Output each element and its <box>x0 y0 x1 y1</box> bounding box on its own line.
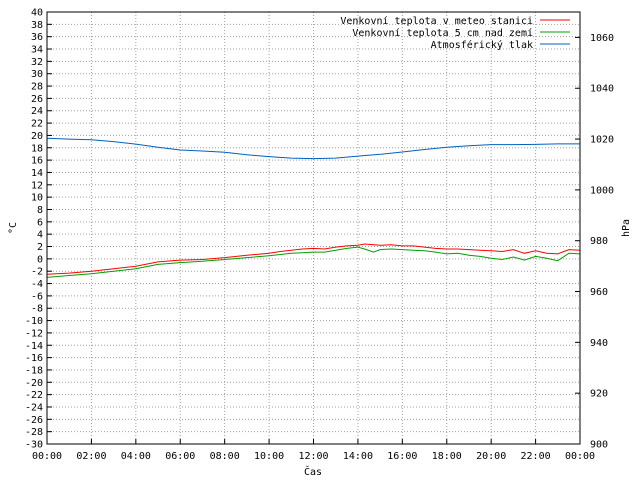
y-tick-label: 30 <box>31 69 43 80</box>
y-tick-label: -12 <box>25 328 43 339</box>
legend-label-ground-temp: Venkovní teplota 5 cm nad zemí <box>352 27 533 39</box>
y2-tick-label: 1060 <box>590 33 614 44</box>
y-tick-label: -30 <box>25 440 43 451</box>
y-tick-label: -14 <box>25 341 43 352</box>
y-tick-label: -8 <box>31 304 43 315</box>
y-tick-label: -28 <box>25 427 43 438</box>
y-tick-label: 40 <box>31 8 43 19</box>
y-tick-label: -18 <box>25 365 43 376</box>
y-tick-label: 8 <box>37 205 43 216</box>
x-tick-label: 08:00 <box>210 451 240 462</box>
y-tick-label: 12 <box>31 180 43 191</box>
x-tick-label: 16:00 <box>387 451 417 462</box>
y-tick-label: 6 <box>37 217 43 228</box>
y-tick-label: -10 <box>25 316 43 327</box>
y-tick-label: -20 <box>25 378 43 389</box>
series-line-ground-temp <box>46 246 581 278</box>
y-tick-label: 16 <box>31 156 43 167</box>
x-tick-label: 14:00 <box>343 451 373 462</box>
y-tick-label: -2 <box>31 267 43 278</box>
legend-label-pressure: Atmosférický tlak <box>431 39 533 51</box>
y-tick-label: -22 <box>25 390 43 401</box>
y-tick-label: 14 <box>31 168 43 179</box>
legend-label-station-temp: Venkovní teplota v meteo stanici <box>340 15 533 27</box>
y-tick-label: 18 <box>31 143 43 154</box>
y-tick-label: 22 <box>31 119 43 130</box>
x-axis-label: Čas <box>304 465 322 478</box>
x-tick-label: 04:00 <box>121 451 151 462</box>
y-tick-label: -16 <box>25 353 43 364</box>
tick-labels: -30-28-26-24-22-20-18-16-14-12-10-8-6-4-… <box>25 8 614 463</box>
y2-tick-label: 1000 <box>590 185 614 196</box>
x-tick-label: 00:00 <box>32 451 62 462</box>
y2-tick-label: 920 <box>590 389 608 400</box>
y-tick-label: 38 <box>31 20 43 31</box>
x-tick-label: 18:00 <box>432 451 462 462</box>
y-tick-label: 0 <box>37 254 43 265</box>
x-tick-label: 06:00 <box>165 451 195 462</box>
series-lines <box>46 137 581 278</box>
y-tick-label: 20 <box>31 131 43 142</box>
y-tick-label: -6 <box>31 291 43 302</box>
y-tick-label: 34 <box>31 45 43 56</box>
x-tick-label: 22:00 <box>521 451 551 462</box>
y-tick-label: -26 <box>25 415 43 426</box>
y-axis-label: °C <box>8 222 19 234</box>
series-line-station-temp <box>46 243 581 275</box>
y2-tick-label: 1020 <box>590 135 614 146</box>
y-tick-label: -4 <box>31 279 43 290</box>
y-tick-label: 10 <box>31 193 43 204</box>
y-tick-label: 4 <box>37 230 43 241</box>
legend: Venkovní teplota v meteo stanici Venkovn… <box>340 15 570 51</box>
x-tick-label: 00:00 <box>565 451 595 462</box>
y-tick-label: 26 <box>31 94 43 105</box>
y2-tick-label: 900 <box>590 440 608 451</box>
x-tick-label: 20:00 <box>476 451 506 462</box>
y-tick-label: 36 <box>31 32 43 43</box>
y-tick-label: 32 <box>31 57 43 68</box>
y-tick-label: 24 <box>31 106 43 117</box>
y-tick-label: 2 <box>37 242 43 253</box>
y2-tick-label: 940 <box>590 338 608 349</box>
y2-tick-label: 980 <box>590 236 608 247</box>
axis-ticks <box>46 11 581 445</box>
x-tick-label: 02:00 <box>76 451 106 462</box>
x-tick-label: 12:00 <box>298 451 328 462</box>
y2-tick-label: 1040 <box>590 84 614 95</box>
y2-axis-label: hPa <box>621 219 632 237</box>
series-line-pressure <box>46 137 580 160</box>
grid-lines <box>46 11 581 445</box>
y-tick-label: 28 <box>31 82 43 93</box>
y2-tick-label: 960 <box>590 287 608 298</box>
x-tick-label: 10:00 <box>254 451 284 462</box>
y-tick-label: -24 <box>25 402 43 413</box>
